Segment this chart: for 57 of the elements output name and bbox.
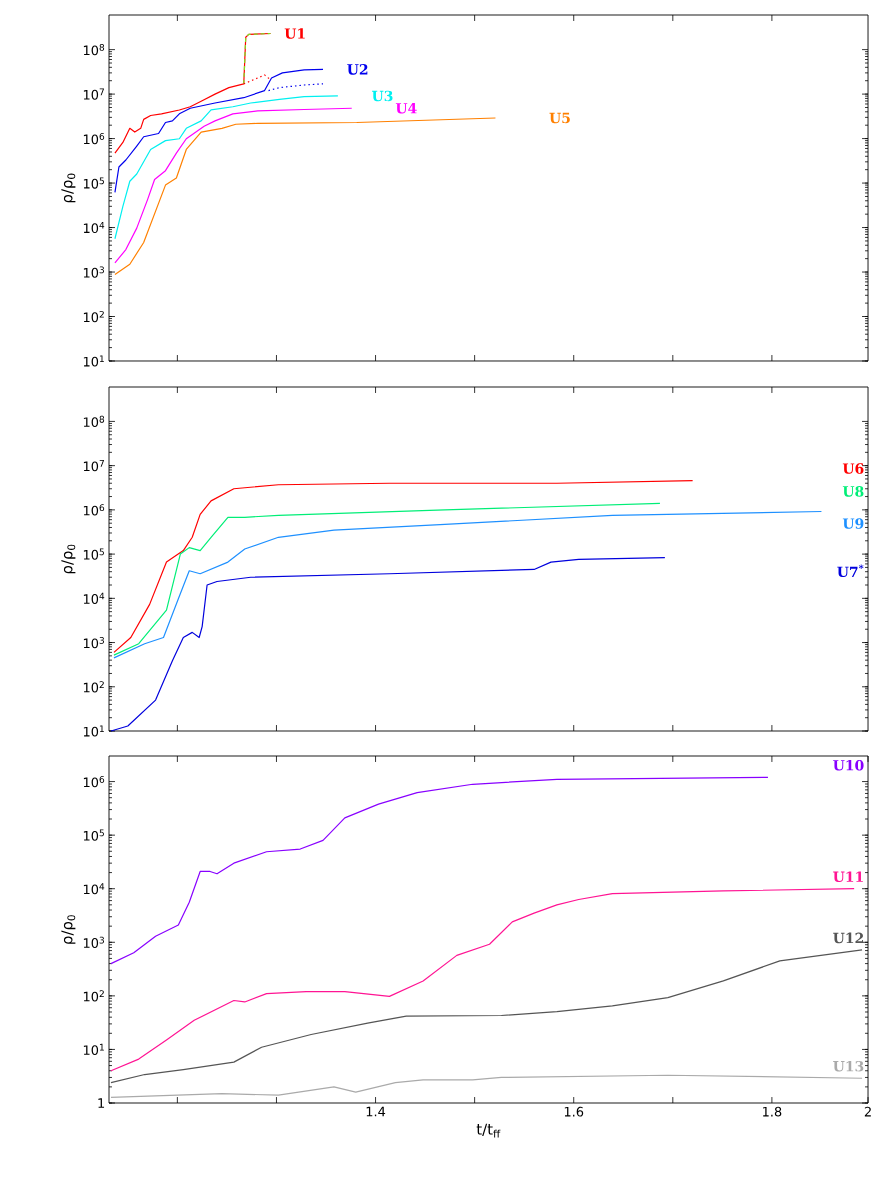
series-label: U1 <box>284 28 305 39</box>
text: U10 <box>833 760 864 771</box>
x-axis-title: t/t$_{ff}$ <box>476 1123 501 1138</box>
line-series <box>110 949 863 1084</box>
y-tick-label: 10$^{3}$ <box>83 936 105 948</box>
y-tick-label: 10$^{6}$ <box>83 775 105 788</box>
y-tick-label: 10$^{5}$ <box>83 548 104 560</box>
series-label: U12 <box>833 932 863 944</box>
text: U5 <box>549 112 570 124</box>
y-tick-label: 1 <box>98 1098 105 1108</box>
line-series <box>113 510 823 659</box>
text: U3 <box>372 90 393 102</box>
line-series <box>113 502 661 656</box>
y-tick-label: 10$^{8}$ <box>83 44 105 56</box>
y-tick-label: 10$^{1}$ <box>83 1043 104 1056</box>
series-label: U11 <box>833 871 863 882</box>
y-tick-label: 10$^{7}$ <box>83 460 104 472</box>
y-tick-label: 10$^{6}$ <box>83 504 105 516</box>
text: U7$^{*}$ <box>837 564 864 578</box>
line-series <box>114 117 497 276</box>
y-tick-label: 10$^{5}$ <box>83 829 104 841</box>
line-series <box>114 107 353 264</box>
x-tick-label: 2 <box>864 1106 871 1117</box>
y-tick-label: 10$^{4}$ <box>83 883 105 895</box>
line-series <box>243 32 272 85</box>
series-label: U9 <box>842 518 864 529</box>
line-series <box>110 776 769 965</box>
y-tick-label: 10$^{7}$ <box>83 88 104 100</box>
y-tick-label: 10$^{3}$ <box>83 636 105 649</box>
line-series <box>114 95 339 240</box>
y-axis-title: ρ/ρ$_{0}$ <box>61 544 76 574</box>
y-axis-title: ρ/ρ$_{0}$ <box>61 173 76 203</box>
y-tick-label: 10$^{2}$ <box>83 681 104 693</box>
line-series <box>113 479 694 653</box>
text: U6 <box>842 463 864 474</box>
y-tick-label: 10$^{5}$ <box>83 177 104 189</box>
series-label: U2 <box>347 64 368 75</box>
line-series <box>267 83 324 92</box>
y-tick-label: 10$^{2}$ <box>83 990 104 1002</box>
y-tick-label: 10$^{2}$ <box>83 310 104 323</box>
series-label: U13 <box>833 1060 864 1072</box>
line-series <box>110 1074 863 1099</box>
y-tick-label: 10$^{6}$ <box>83 132 105 145</box>
x-tick-label: 1.4 <box>366 1106 386 1117</box>
y-tick-label: 10$^{3}$ <box>83 266 105 278</box>
y-tick-label: 10$^{8}$ <box>83 415 105 428</box>
y-tick-label: 10$^{1}$ <box>83 725 104 737</box>
line-series <box>110 557 666 732</box>
text: U8 <box>842 486 864 497</box>
x-tick-label: 1.6 <box>564 1106 584 1117</box>
y-axis-title: ρ/ρ$_{0}$ <box>61 915 76 944</box>
y-tick-label: 10$^{4}$ <box>83 221 105 234</box>
y-tick-label: 10$^{1}$ <box>83 355 104 367</box>
text: U4 <box>395 103 417 114</box>
x-tick-label: 1.8 <box>763 1106 782 1117</box>
y-tick-label: 10$^{4}$ <box>83 592 105 604</box>
line-series <box>114 68 324 193</box>
